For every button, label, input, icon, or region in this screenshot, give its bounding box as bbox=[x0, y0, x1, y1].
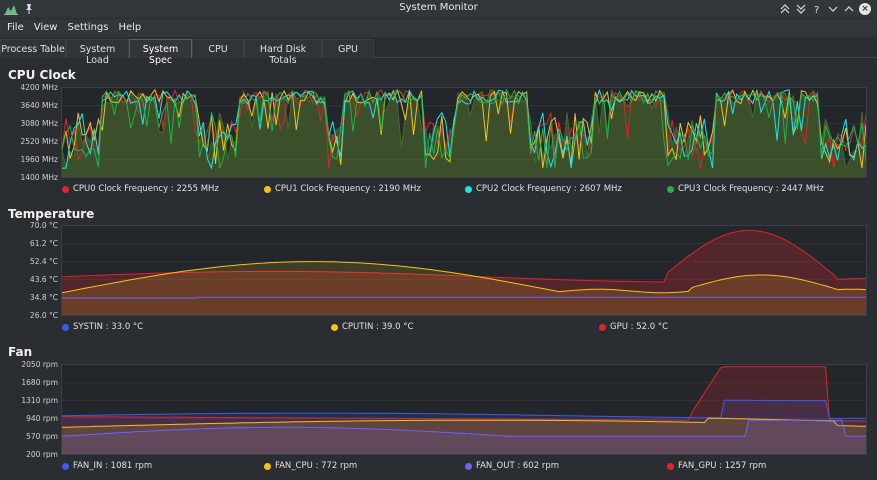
legend-cpu1: CPU1 Clock Frequency : 2190 MHz bbox=[264, 183, 421, 195]
temp-y-tick: 26.0 °C bbox=[29, 311, 58, 320]
legend-systin-label: SYSTIN : 33.0 °C bbox=[73, 322, 144, 332]
legend-cpu2: CPU2 Clock Frequency : 2607 MHz bbox=[465, 183, 622, 195]
cpu-y-tick: 3640 MHz bbox=[20, 101, 58, 110]
legend-dot-red bbox=[667, 462, 674, 470]
legend-dot-red bbox=[599, 323, 606, 331]
legend-systin: SYSTIN : 33.0 °C bbox=[62, 321, 143, 333]
legend-dot-yellow bbox=[331, 323, 338, 331]
fan-out-area bbox=[62, 420, 866, 454]
svg-text:?: ? bbox=[814, 5, 819, 14]
legend-fan-in-label: FAN_IN : 1081 rpm bbox=[73, 461, 153, 471]
fan-gpu-line bbox=[62, 366, 866, 422]
legend-cpu0: CPU0 Clock Frequency : 2255 MHz bbox=[62, 183, 219, 195]
menu-file[interactable]: File bbox=[7, 22, 24, 33]
temperature-title: Temperature bbox=[8, 207, 95, 221]
temp-y-tick: 52.4 °C bbox=[29, 257, 58, 266]
plot-canvas bbox=[62, 88, 866, 177]
temp-y-tick: 43.6 °C bbox=[29, 275, 58, 284]
close-icon: × bbox=[859, 3, 871, 15]
cpu0-line bbox=[62, 89, 866, 169]
legend-fan-gpu-label: FAN_GPU : 1257 rpm bbox=[678, 461, 767, 471]
temp-y-tick: 34.8 °C bbox=[29, 293, 58, 302]
tab-process-table[interactable]: Process Table bbox=[0, 39, 66, 58]
legend-cpu2-label: CPU2 Clock Frequency : 2607 MHz bbox=[476, 184, 622, 194]
help-icon[interactable]: ? bbox=[809, 1, 825, 17]
legend-fan-gpu: FAN_GPU : 1257 rpm bbox=[667, 460, 766, 472]
legend-dot-red bbox=[62, 185, 69, 193]
cpu-y-tick: 4200 MHz bbox=[20, 83, 58, 92]
close-button[interactable]: × bbox=[857, 1, 873, 17]
menu-bar: File View Settings Help bbox=[0, 19, 877, 37]
fan-cpu-line bbox=[62, 417, 866, 428]
keep-above-icon[interactable] bbox=[777, 1, 793, 17]
fan-y-tick: 940 rpm bbox=[26, 414, 58, 423]
menu-view[interactable]: View bbox=[33, 22, 58, 33]
temp-y-tick: 61.2 °C bbox=[29, 239, 58, 248]
tab-system-load[interactable]: System Load bbox=[66, 39, 129, 66]
window-controls: ? × bbox=[777, 1, 873, 17]
cpu-y-tick: 1960 MHz bbox=[20, 155, 58, 164]
fan-out-line bbox=[62, 419, 866, 437]
legend-cputin: CPUTIN : 39.0 °C bbox=[331, 321, 413, 333]
fan-plot bbox=[61, 364, 867, 455]
app-icon bbox=[4, 3, 18, 18]
fan-y-tick: 1680 rpm bbox=[21, 378, 58, 387]
cpu3-line bbox=[62, 88, 866, 169]
fan-gpu-area bbox=[62, 366, 866, 454]
tab-cpu[interactable]: CPU bbox=[192, 39, 244, 58]
cpu-y-tick: 3080 MHz bbox=[20, 119, 58, 128]
cpu-clock-plot bbox=[61, 87, 867, 178]
legend-cpu3-label: CPU3 Clock Frequency : 2447 MHz bbox=[678, 184, 824, 194]
tab-gpu[interactable]: GPU bbox=[322, 39, 374, 58]
tab-hard-disk-totals[interactable]: Hard Disk Totals bbox=[244, 39, 322, 66]
legend-dot-yellow bbox=[264, 462, 271, 470]
minimize-icon[interactable] bbox=[825, 1, 841, 17]
legend-cpu0-label: CPU0 Clock Frequency : 2255 MHz bbox=[73, 184, 219, 194]
menu-settings[interactable]: Settings bbox=[67, 22, 109, 33]
legend-dot-violet bbox=[465, 462, 472, 470]
cpu-y-tick: 1400 MHz bbox=[20, 173, 58, 182]
maximize-icon[interactable] bbox=[841, 1, 857, 17]
menu-help[interactable]: Help bbox=[118, 22, 142, 33]
gpu-temp-area bbox=[62, 230, 866, 315]
title-bar: System Monitor ? × bbox=[0, 0, 877, 18]
tab-system-spec[interactable]: System Spec bbox=[129, 39, 192, 66]
cpu-clock-title: CPU Clock bbox=[8, 68, 76, 82]
legend-fan-out: FAN_OUT : 602 rpm bbox=[465, 460, 559, 472]
legend-dot-blue bbox=[62, 323, 69, 331]
fan-y-tick: 570 rpm bbox=[26, 432, 58, 441]
legend-dot-blue bbox=[62, 462, 69, 470]
pin-icon[interactable] bbox=[24, 3, 34, 18]
fan-y-tick: 1310 rpm bbox=[21, 396, 58, 405]
window-title: System Monitor bbox=[399, 2, 478, 13]
cputin-area bbox=[62, 261, 866, 315]
legend-fan-cpu: FAN_CPU : 772 rpm bbox=[264, 460, 357, 472]
legend-cpu1-label: CPU1 Clock Frequency : 2190 MHz bbox=[275, 184, 421, 194]
legend-dot-green bbox=[667, 185, 674, 193]
gpu-temp-line bbox=[62, 230, 866, 283]
plot-canvas bbox=[62, 230, 866, 315]
temperature-plot bbox=[61, 225, 867, 316]
cpu-y-tick: 2520 MHz bbox=[20, 137, 58, 146]
title-bar-left bbox=[4, 3, 34, 18]
cputin-line bbox=[62, 261, 866, 294]
tab-bar: Process Table System Load System Spec CP… bbox=[0, 38, 877, 66]
fan-title: Fan bbox=[8, 345, 33, 359]
fan-y-tick: 200 rpm bbox=[26, 450, 58, 459]
legend-fan-in: FAN_IN : 1081 rpm bbox=[62, 460, 152, 472]
legend-gpu-temp-label: GPU : 52.0 °C bbox=[610, 322, 669, 332]
legend-dot-cyan bbox=[465, 185, 472, 193]
legend-gpu-temp: GPU : 52.0 °C bbox=[599, 321, 668, 333]
plot-canvas bbox=[62, 366, 866, 454]
keep-below-icon[interactable] bbox=[793, 1, 809, 17]
legend-fan-out-label: FAN_OUT : 602 rpm bbox=[476, 461, 559, 471]
legend-cpu3: CPU3 Clock Frequency : 2447 MHz bbox=[667, 183, 824, 195]
systin-line bbox=[62, 296, 866, 299]
temp-y-tick: 70.0 °C bbox=[29, 221, 58, 230]
fan-y-tick: 2050 rpm bbox=[21, 360, 58, 369]
legend-fan-cpu-label: FAN_CPU : 772 rpm bbox=[275, 461, 358, 471]
legend-dot-yellow bbox=[264, 185, 271, 193]
legend-cputin-label: CPUTIN : 39.0 °C bbox=[342, 322, 414, 332]
fan-in-line bbox=[62, 399, 866, 419]
